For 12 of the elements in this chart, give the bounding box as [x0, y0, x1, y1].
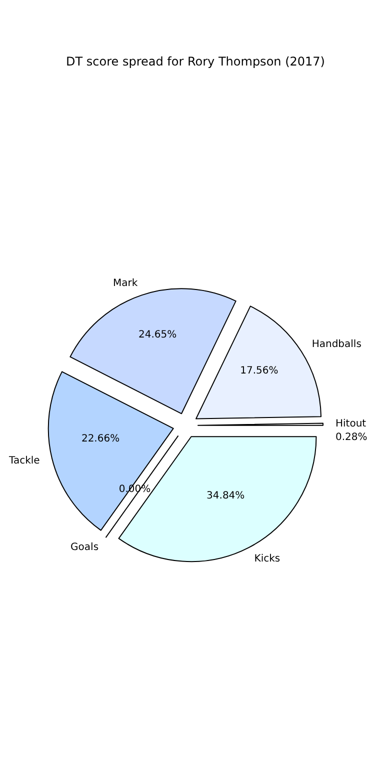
- slice-label: Hitout: [335, 418, 366, 430]
- chart-title: DT score spread for Rory Thompson (2017): [66, 54, 325, 68]
- slice-label: Tackle: [8, 456, 40, 467]
- slice-label: Kicks: [254, 553, 280, 564]
- data-label: 22.66%: [81, 433, 120, 444]
- data-label: 0.28%: [335, 432, 368, 444]
- data-label: 24.65%: [138, 330, 177, 341]
- slice-label: Handballs: [312, 339, 362, 350]
- slice-label: Mark: [112, 278, 138, 289]
- data-label: 34.84%: [206, 490, 245, 502]
- category-label: Goals: [70, 542, 99, 554]
- data-label: 17.56%: [240, 365, 278, 376]
